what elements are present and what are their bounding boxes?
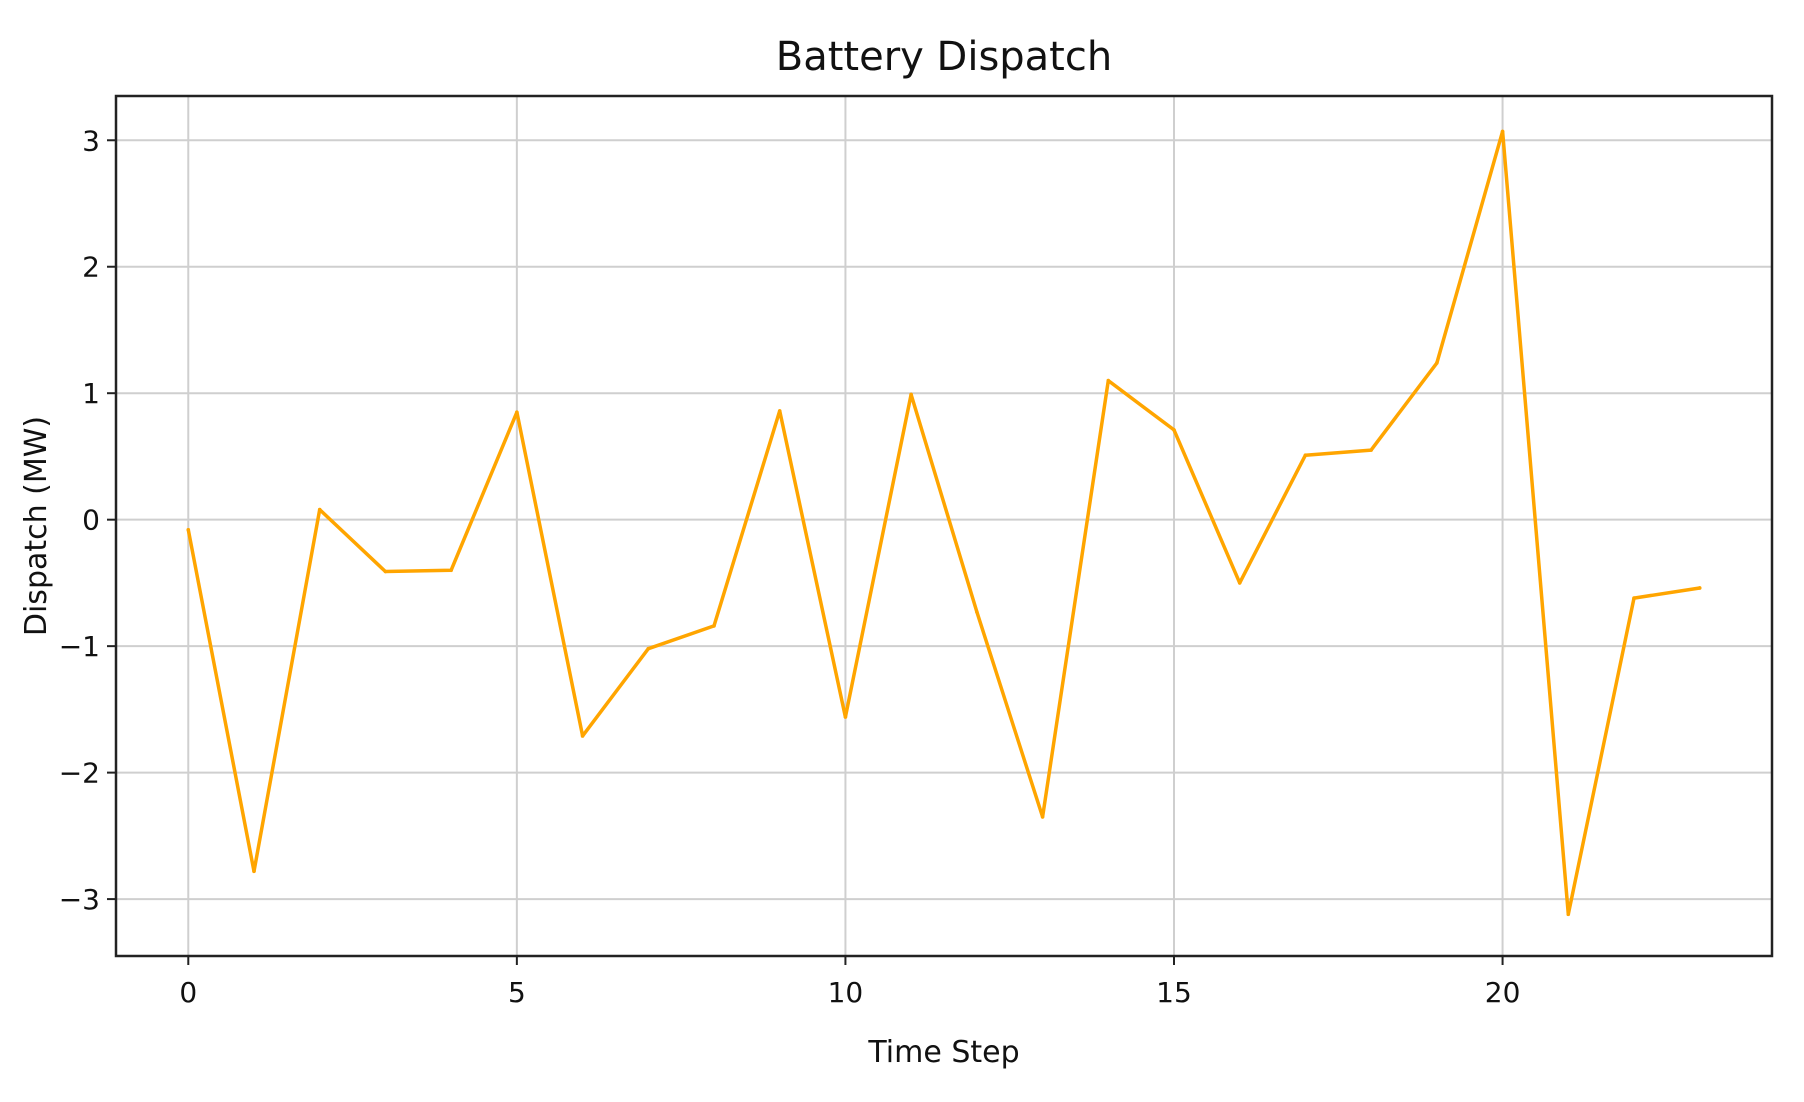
series-layer — [186, 129, 1702, 917]
dispatch-data-point — [383, 569, 388, 574]
dispatch-data-point — [1566, 912, 1571, 917]
dispatch-data-point — [515, 410, 519, 414]
y-tick-label: 3 — [82, 124, 100, 157]
grid — [116, 96, 1772, 956]
y-tick-label: −2 — [59, 757, 100, 790]
dispatch-data-point — [1172, 428, 1176, 432]
x-axis-label: Time Step — [867, 1035, 1019, 1070]
dispatch-data-point — [712, 624, 716, 628]
dispatch-data-point — [1106, 378, 1111, 383]
dispatch-data-point — [1303, 453, 1308, 457]
dispatch-series-line — [186, 129, 1702, 917]
dispatch-data-point — [843, 715, 848, 719]
chart-title: Battery Dispatch — [776, 34, 1112, 80]
y-tick-label: −1 — [59, 630, 100, 663]
dispatch-data-point — [909, 392, 913, 397]
dispatch-data-point — [1632, 596, 1636, 600]
x-tick-label: 15 — [1156, 976, 1192, 1009]
dispatch-data-point — [1435, 361, 1439, 365]
x-tick-label: 10 — [828, 976, 864, 1009]
dispatch-data-point — [777, 409, 782, 413]
dispatch-data-point — [1697, 586, 1702, 590]
x-tick-label: 20 — [1485, 976, 1521, 1009]
dispatch-data-point — [1237, 581, 1242, 585]
dispatch-data-point — [1500, 129, 1505, 134]
y-tick-label: 1 — [82, 377, 100, 410]
dispatch-data-point — [975, 610, 979, 614]
dispatch-data-point — [449, 568, 453, 573]
y-tick-label: 2 — [82, 251, 100, 284]
plot-frame — [114, 94, 1774, 958]
x-tick-label: 0 — [179, 976, 197, 1009]
dispatch-data-point — [186, 527, 191, 532]
dispatch-data-point — [646, 646, 651, 651]
dispatch-data-point — [1040, 815, 1045, 819]
dispatch-data-point — [252, 869, 256, 874]
dispatch-data-point — [1369, 448, 1373, 452]
dispatch-data-point — [580, 734, 585, 738]
y-tick-label: 0 — [82, 504, 100, 537]
y-tick-label: −3 — [59, 883, 100, 916]
dispatch-data-point — [317, 507, 322, 512]
x-tick-label: 5 — [508, 976, 526, 1009]
y-axis-label: Dispatch (MW) — [19, 416, 54, 636]
